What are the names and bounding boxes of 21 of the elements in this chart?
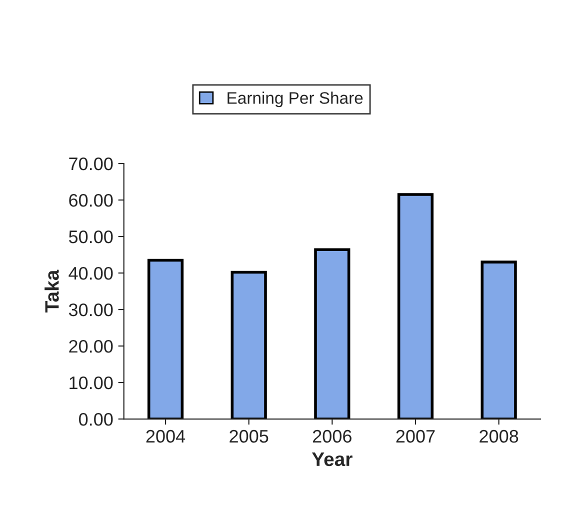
x-tick-label: 2005 (230, 430, 268, 443)
y-tick-label: 10.00 (70, 376, 113, 390)
bar (314, 248, 350, 420)
y-tick-label: 40.00 (68, 266, 113, 280)
y-tick-label: 50.00 (68, 230, 113, 244)
bar (480, 260, 517, 420)
bar (147, 258, 184, 420)
y-tick-label: 70.00 (69, 157, 113, 170)
bar (397, 193, 434, 420)
x-tick-label: 2006 (312, 430, 352, 443)
x-tick-label: 2004 (146, 430, 186, 443)
y-tick-label: 0.00 (79, 412, 113, 426)
y-tick-label: 60.00 (69, 194, 113, 207)
x-axis-title: Year (312, 452, 352, 466)
x-tick-label: 2007 (396, 430, 435, 443)
y-axis-title: Taka (44, 270, 59, 312)
legend-label: Earning Per Share (228, 92, 363, 108)
x-tick-label: 2008 (480, 430, 518, 443)
y-tick-label: 30.00 (68, 303, 113, 316)
y-tick-label: 20.00 (69, 340, 113, 353)
bar (230, 270, 267, 420)
